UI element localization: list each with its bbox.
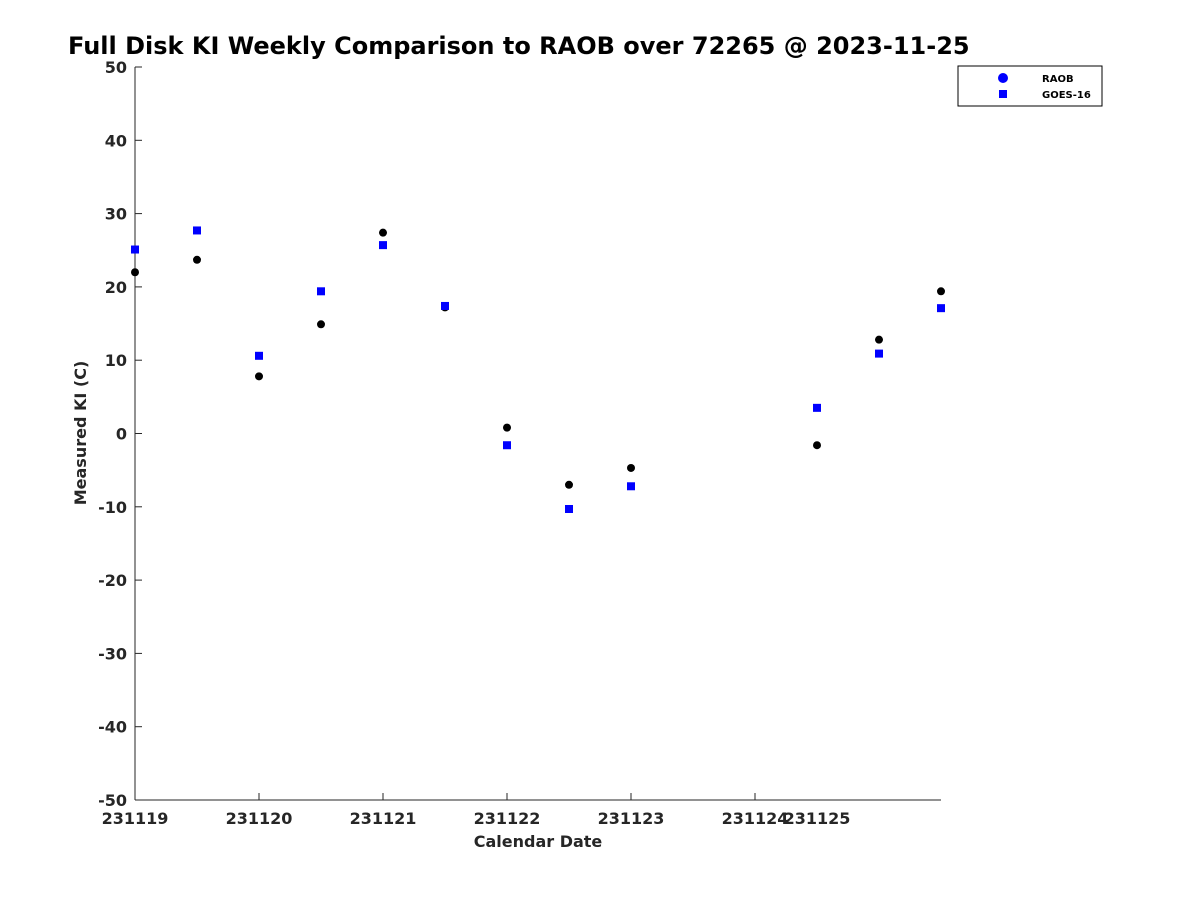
goes16-point xyxy=(441,301,449,310)
chart-title: Full Disk KI Weekly Comparison to RAOB o… xyxy=(68,32,970,60)
raob-point xyxy=(627,463,635,472)
goes16-point xyxy=(627,482,635,491)
y-tick-label: 30 xyxy=(105,205,127,224)
y-axis-label: Measured KI (C) xyxy=(71,361,90,506)
y-tick-label: 20 xyxy=(105,278,127,297)
raob-point xyxy=(813,441,821,450)
goes16-point xyxy=(503,441,511,450)
legend-label: RAOB xyxy=(1042,74,1074,85)
goes16-point xyxy=(317,287,325,296)
legend-marker-goes16 xyxy=(999,90,1007,98)
y-tick-label: -40 xyxy=(98,718,127,737)
goes16-point xyxy=(875,349,883,358)
raob-point xyxy=(937,287,945,296)
goes16-point xyxy=(565,504,573,513)
x-tick-label: 231123 xyxy=(598,809,665,828)
x-tick-label: 231121 xyxy=(350,809,417,828)
y-tick-label: -10 xyxy=(98,498,127,517)
y-tick-label: 0 xyxy=(116,425,127,444)
y-tick-label: -50 xyxy=(98,791,127,810)
x-tick-label: 231125 xyxy=(784,809,851,828)
legend: RAOB GOES-16 xyxy=(957,65,1103,107)
x-axis-ticks: 231119 231120 231121 231122 231123 2311242311… xyxy=(102,793,851,828)
legend-marker-raob xyxy=(998,73,1008,83)
legend-box xyxy=(957,65,1103,107)
x-tick-label: 231120 xyxy=(226,809,293,828)
goes16-point xyxy=(937,304,945,313)
x-tick-label: 231119 xyxy=(102,809,169,828)
goes16-point xyxy=(379,241,387,250)
raob-point xyxy=(255,372,263,381)
y-tick-label: 50 xyxy=(105,58,127,77)
raob-point xyxy=(317,320,325,329)
y-tick-label: -30 xyxy=(98,644,127,663)
raob-point xyxy=(379,228,387,237)
raob-point xyxy=(503,423,511,432)
goes16-point xyxy=(131,245,139,254)
y-tick-label: 10 xyxy=(105,351,127,370)
raob-point xyxy=(131,268,139,277)
y-tick-label: 40 xyxy=(105,131,127,150)
x-axis-label: Calendar Date xyxy=(474,832,603,851)
raob-point xyxy=(565,480,573,489)
goes16-point xyxy=(813,403,821,412)
goes16-point xyxy=(255,351,263,360)
data-points xyxy=(131,226,945,513)
y-axis-ticks: -50 -40 -30 -20 -10 0 10 20 30 40 50 xyxy=(98,58,142,810)
y-tick-label: -20 xyxy=(98,571,127,590)
goes16-point xyxy=(193,226,201,235)
legend-label: GOES-16 xyxy=(1042,90,1091,101)
raob-point xyxy=(193,255,201,264)
raob-point xyxy=(875,335,883,344)
x-tick-label: 231124 xyxy=(722,809,789,828)
x-tick-label: 231122 xyxy=(474,809,541,828)
